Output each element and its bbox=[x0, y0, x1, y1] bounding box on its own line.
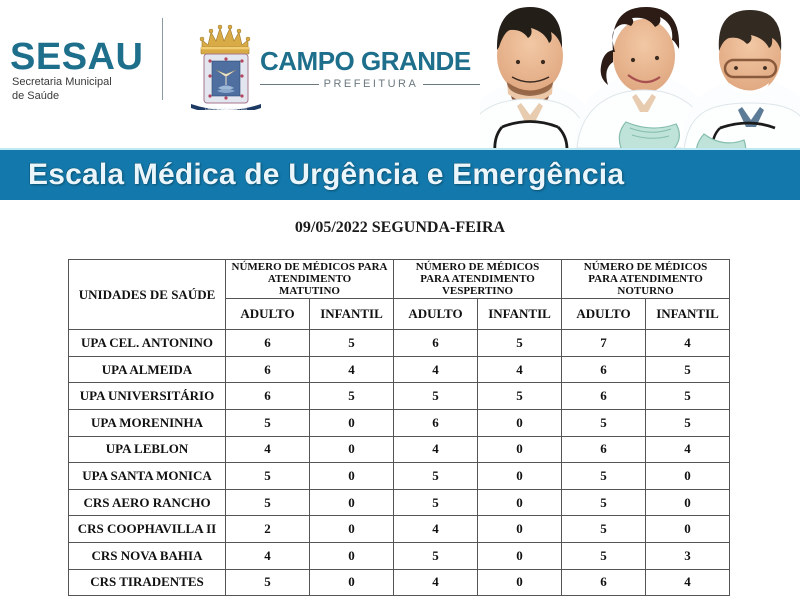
svg-text:CAMPO GRANDE - MS: CAMPO GRANDE - MS bbox=[205, 106, 248, 110]
